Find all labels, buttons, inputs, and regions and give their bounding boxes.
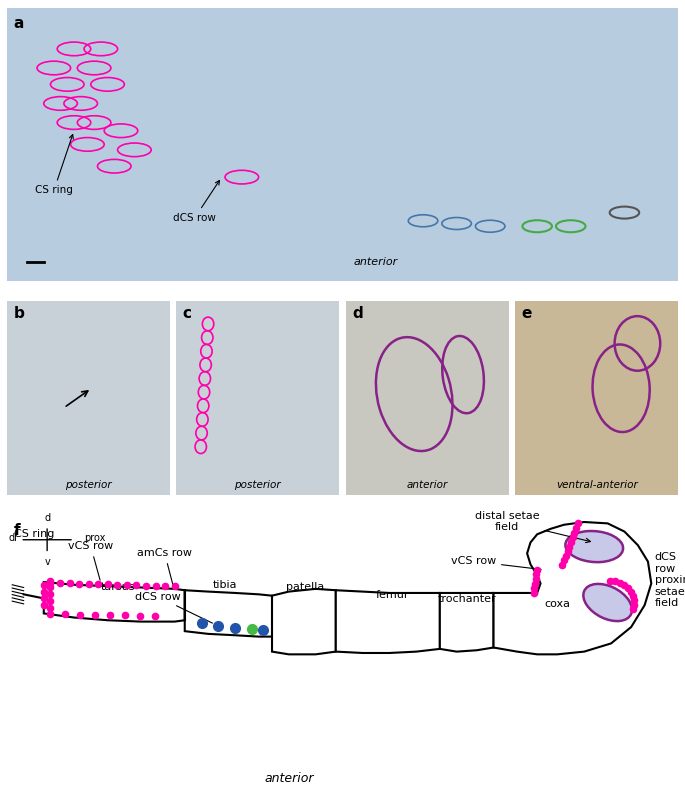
PathPatch shape [440,593,493,652]
Text: vCS row: vCS row [451,556,541,569]
Text: prox: prox [84,533,105,544]
Text: patella: patella [286,582,325,591]
Text: coxa: coxa [545,599,571,609]
Text: dCS row: dCS row [135,591,212,623]
Text: dl: dl [8,533,17,544]
Text: tibia: tibia [213,580,237,590]
Ellipse shape [584,584,632,621]
Text: posterior: posterior [234,480,281,490]
PathPatch shape [272,589,336,654]
Text: d: d [44,513,50,524]
Text: tarsus: tarsus [101,582,135,591]
Text: amCs row: amCs row [137,548,192,589]
Text: CS ring: CS ring [35,135,73,196]
Text: ventral-anterior: ventral-anterior [556,480,638,490]
Text: a: a [14,16,24,31]
PathPatch shape [44,582,185,622]
Text: dCS row: dCS row [173,181,219,223]
Ellipse shape [565,531,623,562]
Text: c: c [183,306,192,322]
Text: anterior: anterior [407,480,448,490]
Text: CS ring: CS ring [14,529,54,540]
PathPatch shape [336,590,440,653]
PathPatch shape [493,522,651,654]
Text: trochanter: trochanter [438,594,496,604]
Text: b: b [14,306,24,322]
Text: e: e [522,306,532,322]
Text: femur: femur [376,590,410,599]
PathPatch shape [185,590,272,637]
Text: d: d [352,306,363,322]
Text: v: v [45,557,50,568]
Text: vCS row: vCS row [68,541,114,580]
Text: dCS
row: dCS row [655,552,677,574]
Text: posterior: posterior [65,480,112,490]
Text: distal setae
field: distal setae field [475,510,590,543]
Text: f: f [14,524,20,538]
Text: anterior: anterior [264,772,314,786]
Text: proximal
setae
field: proximal setae field [655,575,685,608]
Text: anterior: anterior [354,257,398,267]
